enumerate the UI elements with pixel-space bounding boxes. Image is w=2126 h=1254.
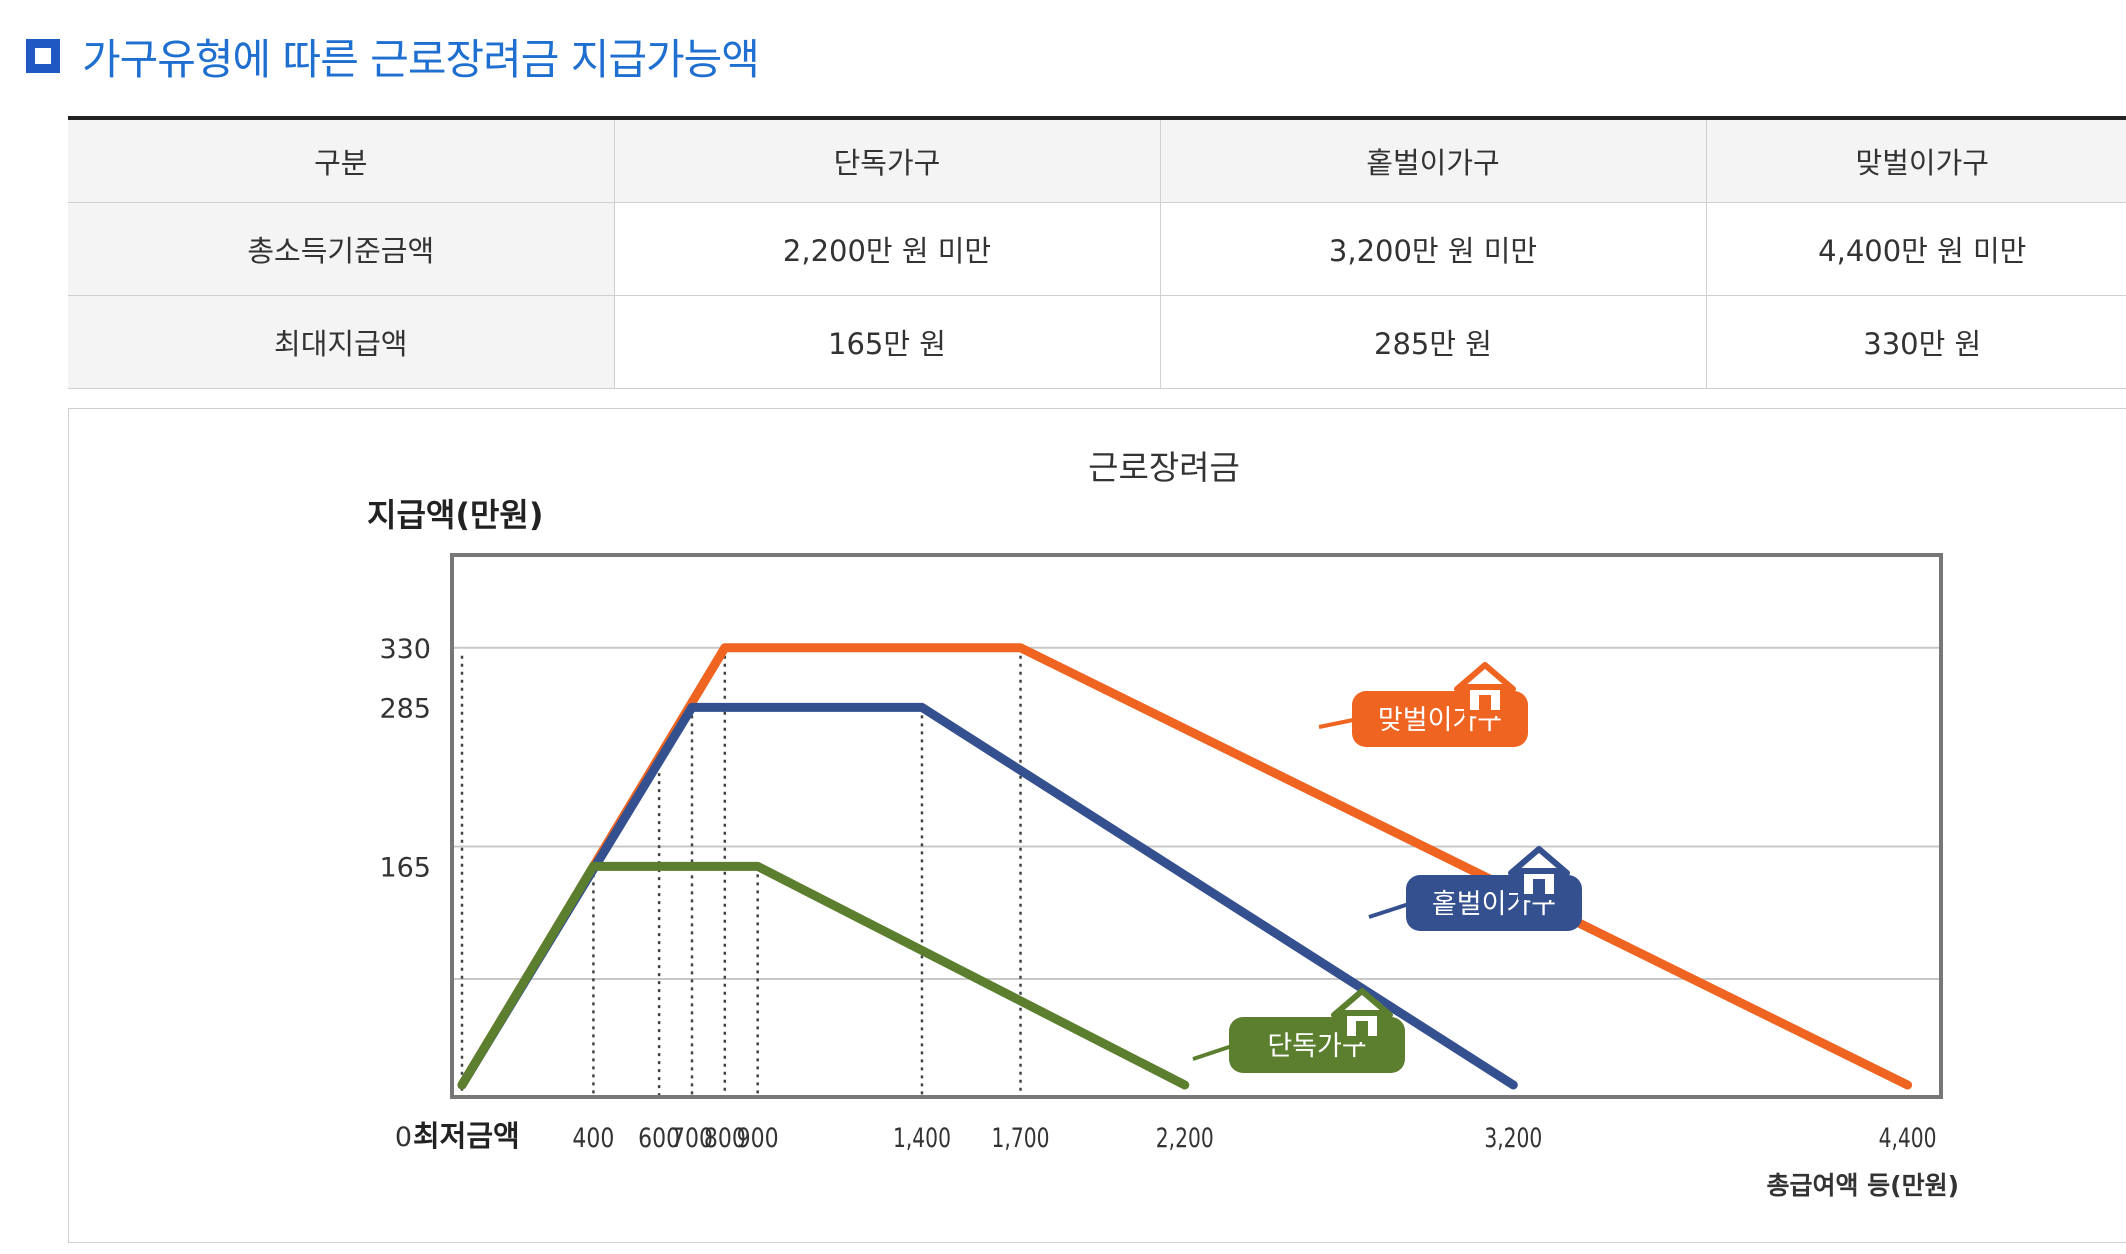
data-point — [756, 865, 759, 868]
y-tick-label: 285 — [379, 693, 431, 724]
callout-leader-line — [1192, 1043, 1236, 1061]
x-tick-label: 400 — [572, 1123, 614, 1154]
table-cell: 2,200만 원 미만 — [614, 202, 1161, 296]
section-title: 가구유형에 따른 근로장려금 지급가능액 — [82, 34, 760, 84]
table-cell: 330만 원 — [1706, 295, 2126, 389]
y-tick-label: 330 — [379, 634, 431, 665]
x-tick-label: 1,700 — [992, 1123, 1050, 1154]
legend-callout: 맞벌이가구 — [1318, 662, 1528, 747]
x-tick-label: 1,400 — [893, 1123, 951, 1154]
header-dual-earner-household: 맞벌이가구 — [1706, 116, 2126, 203]
x-tick-label: 4,400 — [1879, 1123, 1937, 1154]
data-point — [1019, 646, 1022, 649]
x-axis-min-label: 최저금액 — [413, 1119, 520, 1153]
data-point — [723, 646, 726, 649]
data-point — [1512, 1084, 1515, 1086]
x-tick-label: 800 — [704, 1123, 746, 1154]
table-cell: 3,200만 원 미만 — [1160, 202, 1707, 296]
table-cell: 4,400만 원 미만 — [1706, 202, 2126, 296]
header-single-earner-household: 홑벌이가구 — [1160, 116, 1707, 203]
square-bullet-icon — [26, 39, 60, 73]
header-single-household: 단독가구 — [614, 116, 1161, 203]
data-point — [1183, 1084, 1186, 1086]
y-tick-label: 165 — [379, 852, 431, 883]
plot-frame — [450, 553, 1943, 1099]
house-icon — [1454, 662, 1516, 716]
x-tick-label: 900 — [737, 1123, 779, 1154]
x-tick-label: 600 — [638, 1123, 680, 1154]
chart-title: 근로장려금 — [1088, 448, 1240, 487]
x-tick-label: 3,200 — [1484, 1123, 1542, 1154]
row-label-max-payment: 최대지급액 — [68, 295, 615, 389]
y-axis-label: 지급액(만원) — [367, 496, 543, 534]
legend-callout: 단독가구 — [1192, 988, 1405, 1073]
house-icon — [1331, 988, 1393, 1042]
header-category: 구분 — [68, 116, 615, 203]
table-cell: 165만 원 — [614, 295, 1161, 389]
x-tick-label: 2,200 — [1156, 1123, 1214, 1154]
table-header-row: 구분 단독가구 홑벌이가구 맞벌이가구 — [68, 116, 2126, 203]
table-row: 총소득기준금액 2,200만 원 미만 3,200만 원 미만 4,400만 원… — [68, 202, 2126, 296]
house-icon — [1508, 846, 1570, 900]
x-axis-origin-label: 0 — [395, 1122, 412, 1153]
eligibility-table: 구분 단독가구 홑벌이가구 맞벌이가구 총소득기준금액 2,200만 원 미만 … — [68, 116, 2126, 389]
table-cell: 285만 원 — [1160, 295, 1707, 389]
data-point — [1906, 1084, 1909, 1086]
data-point — [920, 706, 923, 709]
section-heading: 가구유형에 따른 근로장려금 지급가능액 — [26, 26, 760, 86]
row-label-income-threshold: 총소득기준금액 — [68, 202, 615, 296]
callout-leader-line — [1318, 717, 1359, 729]
data-point — [592, 865, 595, 868]
x-axis-label: 총급여액 등(만원) — [1766, 1171, 1959, 1200]
x-tick-label: 700 — [671, 1123, 713, 1154]
table-row: 최대지급액 165만 원 285만 원 330만 원 — [68, 295, 2126, 389]
data-point — [461, 1084, 463, 1086]
legend-callout: 홑벌이가구 — [1368, 846, 1582, 931]
data-point — [690, 706, 693, 709]
series-line-단독가구 — [457, 861, 1190, 1090]
callout-leader-line — [1368, 901, 1413, 919]
chart-container: 근로장려금 지급액(만원) 165 285 330 400 600 700 800 900 1,… — [68, 408, 2126, 1243]
